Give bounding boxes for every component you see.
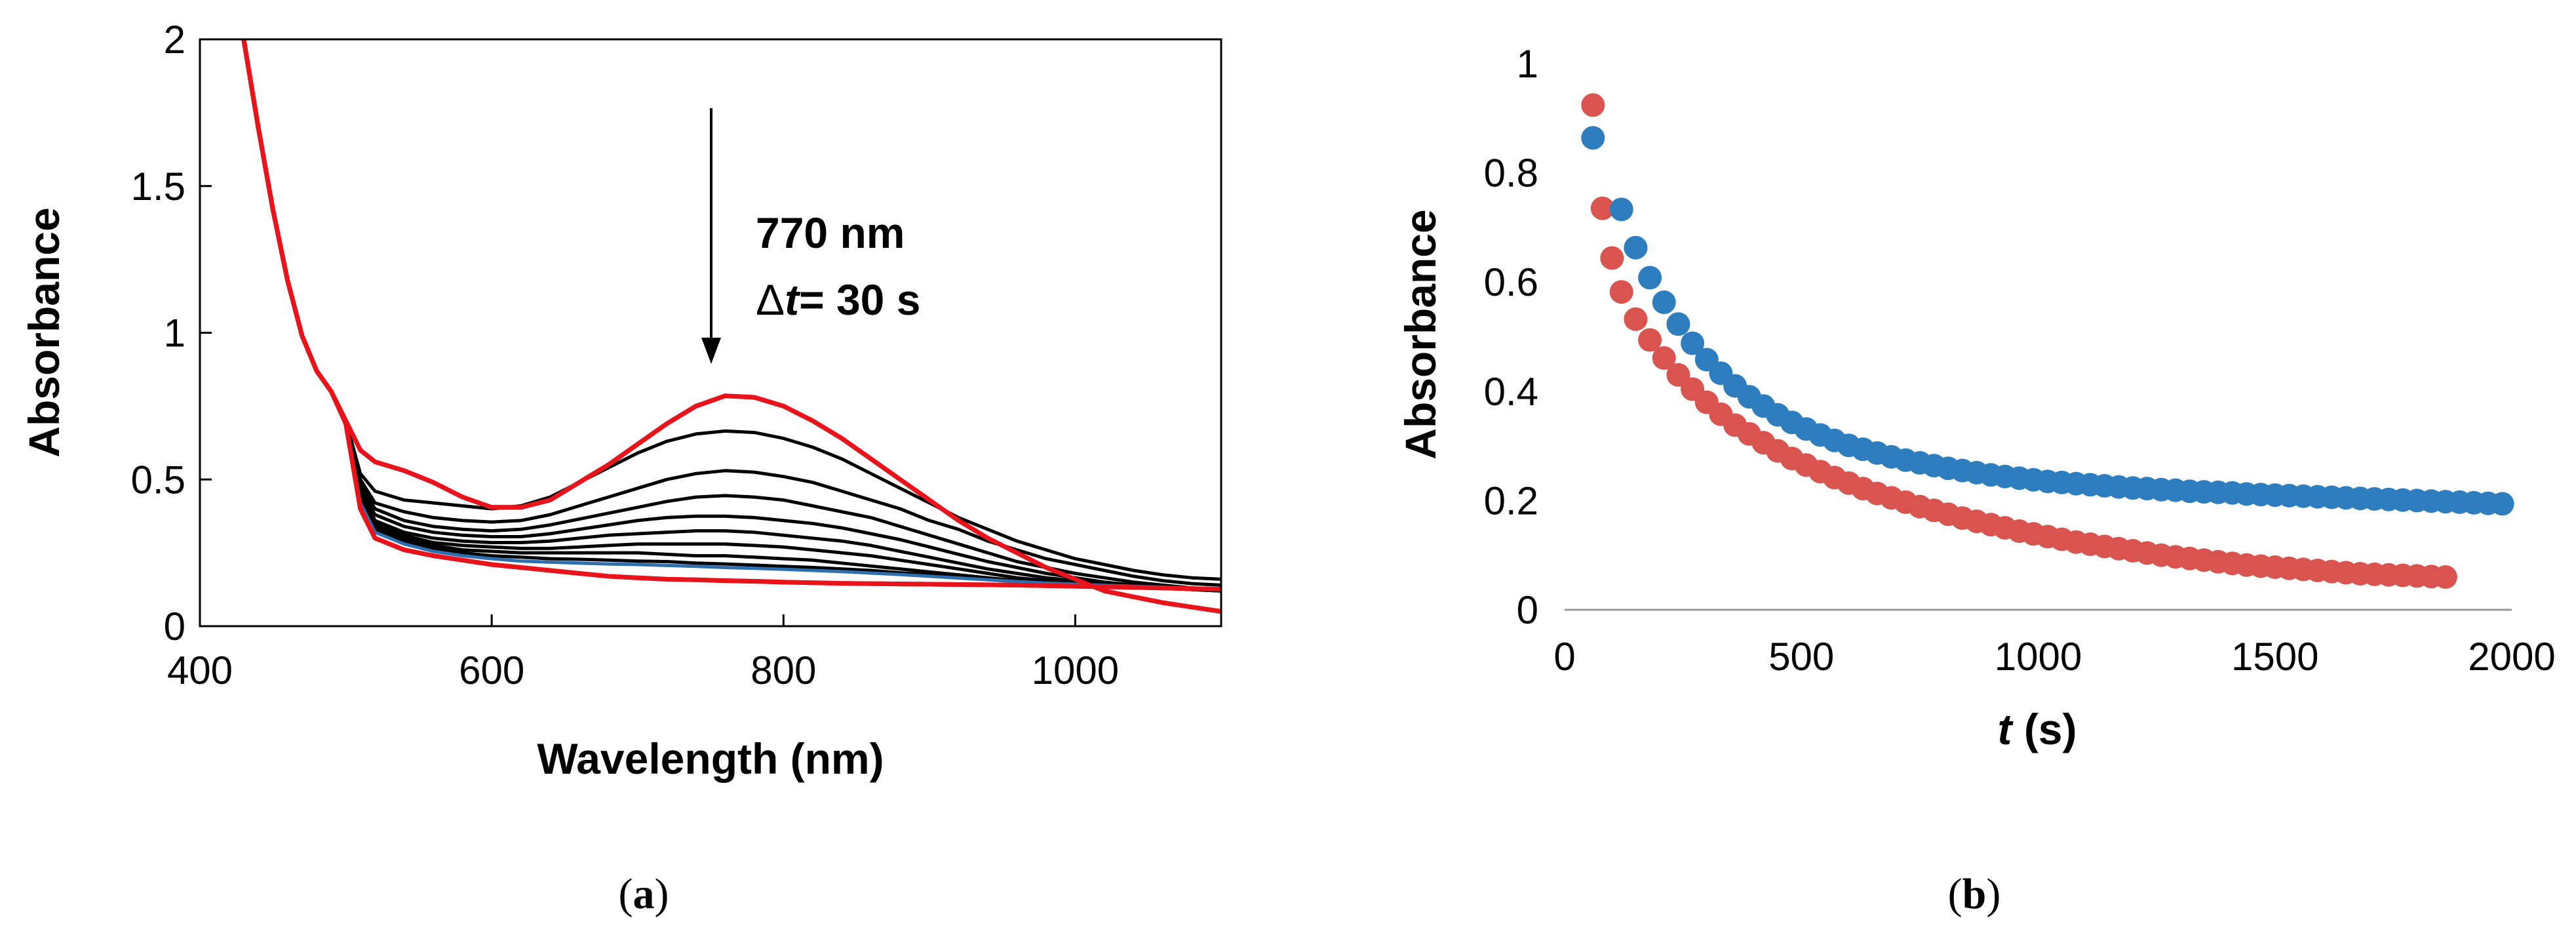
- annotation-delta-symbol: Δ: [756, 275, 785, 324]
- panel-b-point-red: [1609, 280, 1633, 304]
- panel-b-label-letter: b: [1962, 870, 1987, 918]
- panel-b-points-group: [1581, 93, 2514, 589]
- annotation-delta-rest: = 30 s: [799, 275, 920, 324]
- panel-b-point-blue: [1652, 290, 1676, 314]
- panel-a-y-tick-label: 1.5: [131, 165, 185, 209]
- panel-b-chart: 0 500 1000 1500 2000 0 0.2 0.4 0.6 0.8 1 Absorbanc…: [1396, 42, 2556, 918]
- panel-b-point-red: [1624, 307, 1648, 331]
- panel-b-y-tick-label: 0.6: [1484, 260, 1538, 304]
- annotation-wavelength: 770 nm: [756, 209, 905, 257]
- panel-b-y-tick-label: 0.2: [1484, 479, 1538, 523]
- panel-a-y-tick-label: 0.5: [131, 458, 185, 502]
- panel-a-y-axis-title: Absorbance: [20, 207, 68, 457]
- panel-a-x-axis-title: Wavelength (nm): [537, 734, 884, 783]
- panel-b-point-blue: [1638, 266, 1662, 290]
- panel-a-series-group: [241, 39, 1221, 614]
- annotation-arrow-head: [701, 338, 721, 364]
- panel-b-point-red: [1652, 346, 1676, 370]
- annotation-delta-var: t: [785, 275, 801, 324]
- panel-a-chart: 400 600 800 1000 0 0.5 1 1.5 2 Absorbance Wavele…: [20, 18, 1222, 918]
- panel-a-series-highlight-11: [241, 39, 1221, 592]
- panel-a-ticks: 400 600 800 1000 0 0.5 1 1.5 2: [131, 18, 1120, 692]
- panel-a-y-tick-label: 0: [164, 605, 185, 648]
- panel-b-x-tick-label: 500: [1768, 635, 1834, 679]
- panel-a-series-11: [241, 39, 1221, 592]
- panel-a-y-tick-label: 2: [164, 18, 185, 62]
- panel-b-point-red: [1600, 246, 1624, 270]
- panel-b-x-tick-label: 2000: [2468, 635, 2555, 679]
- panel-b-label: (b): [1948, 870, 2001, 918]
- panel-a-x-tick-label: 600: [459, 648, 524, 692]
- panel-b-x-tick-label: 0: [1553, 635, 1575, 679]
- panel-a-series-1: [241, 39, 1221, 614]
- panel-a-series-10: [242, 39, 1221, 591]
- panel-b-point-red: [2433, 565, 2457, 589]
- panel-b-point-red: [1581, 93, 1605, 117]
- panel-b-point-blue: [1609, 197, 1633, 222]
- panel-b-point-red: [1638, 328, 1662, 352]
- panel-a-x-tick-label: 400: [167, 648, 233, 692]
- panel-b-y-tick-label: 0.8: [1484, 151, 1538, 195]
- panel-b-x-axis-var: t: [1998, 705, 2014, 753]
- panel-a-series-9: [242, 39, 1221, 591]
- panel-b-point-blue: [1581, 126, 1605, 150]
- panel-a-series-4: [242, 39, 1221, 591]
- panel-b-y-tick-label: 1: [1517, 42, 1538, 86]
- panel-b-point-blue: [1624, 235, 1648, 260]
- panel-b-x-tick-label: 1500: [2231, 635, 2318, 679]
- panel-a-series-2: [242, 39, 1221, 581]
- panel-a-y-tick-label: 1: [164, 311, 185, 355]
- panel-b-x-axis-unit: (s): [2012, 705, 2077, 753]
- panel-b-point-blue: [1681, 331, 1705, 355]
- panel-b-x-tick-label: 1000: [1995, 635, 2082, 679]
- panel-a-label: (a): [619, 870, 669, 918]
- panel-b-y-tick-label: 0.4: [1484, 370, 1538, 414]
- panel-a-series-3: [242, 39, 1221, 587]
- panel-a-label-letter: a: [633, 870, 655, 918]
- panel-b-y-tick-label: 0: [1517, 588, 1538, 632]
- panel-b-point-blue: [2490, 492, 2514, 516]
- panel-b-x-axis-title: t (s): [1998, 705, 2077, 753]
- panel-b-y-axis-title: Absorbance: [1396, 209, 1445, 459]
- panel-a-x-tick-label: 1000: [1032, 648, 1119, 692]
- panel-a-x-tick-label: 800: [751, 648, 816, 692]
- panel-b-point-blue: [1666, 312, 1690, 336]
- panel-a-series-highlight-1: [241, 39, 1221, 614]
- annotation-delta-t: Δt= 30 s: [756, 275, 920, 324]
- panel-b-ticks: 0 500 1000 1500 2000 0 0.2 0.4 0.6 0.8 1: [1484, 42, 2556, 679]
- panel-b-point-red: [1590, 196, 1614, 220]
